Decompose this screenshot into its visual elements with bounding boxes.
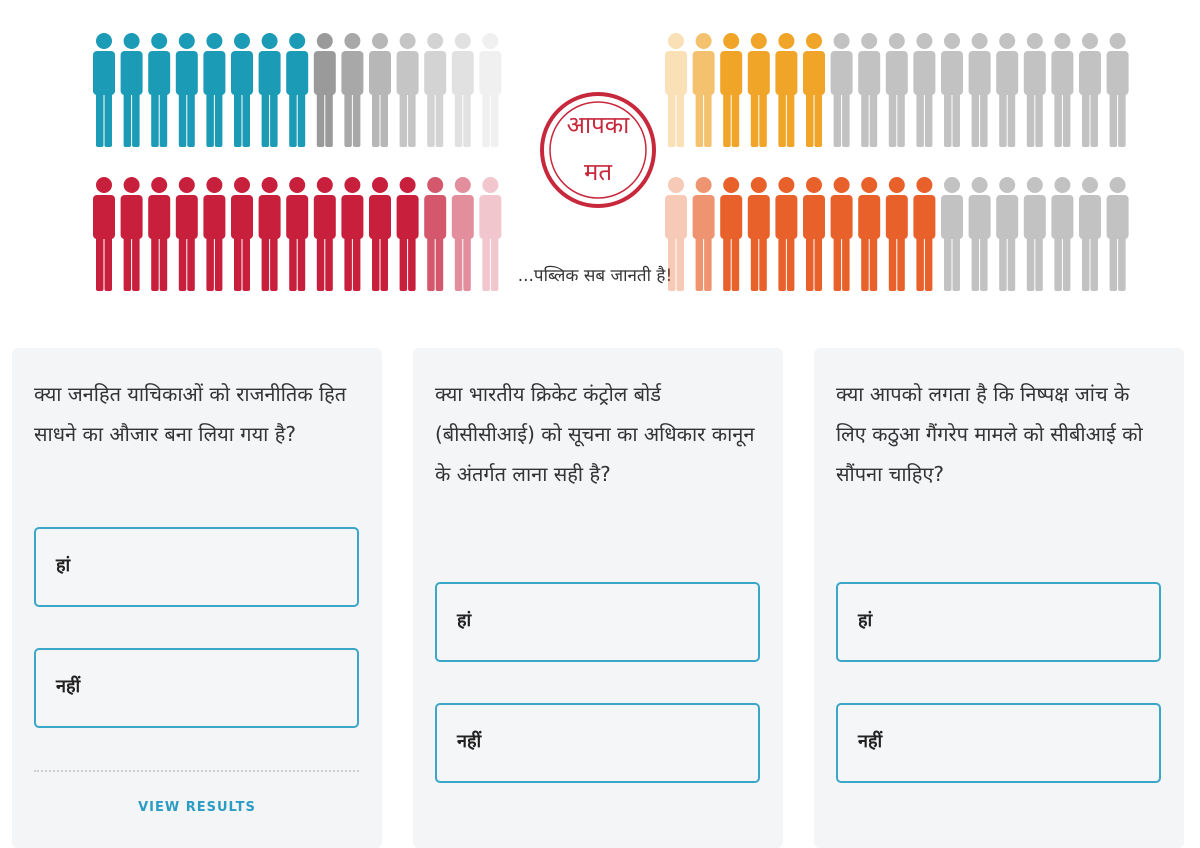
poll-option[interactable]: नहीं: [836, 703, 1161, 783]
person-icon: [913, 177, 936, 291]
poll-option[interactable]: नहीं: [435, 703, 760, 783]
person-icon: [203, 33, 226, 147]
person-icon: [692, 177, 715, 291]
poll-option[interactable]: नहीं: [34, 648, 359, 728]
person-icon: [830, 177, 853, 291]
poll-card: क्या आपको लगता है कि निष्पक्ष जांच के लि…: [814, 348, 1184, 848]
stamp-text: मत: [584, 158, 613, 186]
person-icon: [1079, 177, 1101, 291]
person-icon: [665, 177, 687, 291]
option-label: नहीं: [56, 676, 81, 697]
person-icon: [231, 33, 253, 147]
person-icon: [996, 177, 1019, 291]
poll-card: क्या जनहित याचिकाओं को राजनीतिक हित साधन…: [12, 348, 382, 848]
page: आपका मत ...पब्लिक सब जानती है! क्या जनहि…: [12, 33, 1184, 848]
option-label: हां: [56, 555, 71, 576]
person-icon: [479, 177, 502, 291]
person-icon: [803, 33, 825, 147]
person-icon: [968, 33, 991, 147]
person-icon: [941, 177, 963, 291]
option-label: हां: [457, 610, 472, 631]
person-icon: [175, 177, 198, 291]
person-icon: [1051, 177, 1074, 291]
option-label: हां: [858, 610, 873, 631]
person-icon: [286, 33, 309, 147]
person-icon: [803, 177, 825, 291]
person-icon: [341, 177, 364, 291]
poll-option[interactable]: हां: [435, 582, 760, 662]
person-icon: [775, 33, 798, 147]
option-label: नहीं: [457, 731, 482, 752]
person-icon: [479, 33, 502, 147]
poll-question: क्या आपको लगता है कि निष्पक्ष जांच के लि…: [836, 382, 1143, 486]
person-icon: [665, 33, 687, 147]
person-icon: [424, 33, 447, 147]
poll-question: क्या जनहित याचिकाओं को राजनीतिक हित साधन…: [34, 382, 347, 446]
person-icon: [968, 177, 991, 291]
person-icon: [203, 177, 226, 291]
person-icon: [996, 33, 1019, 147]
person-icon: [1106, 33, 1129, 147]
person-icon: [1023, 177, 1046, 291]
person-icon: [396, 177, 419, 291]
person-icon: [120, 33, 143, 147]
person-icon: [341, 33, 364, 147]
person-icon: [747, 33, 770, 147]
person-icon: [941, 33, 963, 147]
option-label: नहीं: [858, 731, 883, 752]
banner: आपका मत ...पब्लिक सब जानती है!: [93, 33, 1129, 291]
person-icon: [858, 177, 881, 291]
person-icon: [93, 33, 115, 147]
person-icon: [885, 177, 908, 291]
person-icon: [120, 177, 143, 291]
poll-question: क्या भारतीय क्रिकेट कंट्रोल बोर्ड (बीसीस…: [435, 382, 755, 486]
person-icon: [830, 33, 853, 147]
person-icon: [313, 177, 336, 291]
person-icon: [258, 33, 281, 147]
view-results[interactable]: VIEW RESULTS: [138, 800, 256, 815]
divider: [34, 770, 359, 772]
person-icon: [1079, 33, 1101, 147]
person-icon: [1106, 177, 1129, 291]
person-icon: [175, 33, 198, 147]
person-icon: [858, 33, 881, 147]
person-icon: [313, 33, 336, 147]
poll-option[interactable]: हां: [34, 527, 359, 607]
person-icon: [258, 177, 281, 291]
person-icon: [369, 33, 391, 147]
person-icon: [148, 177, 171, 291]
stamp-ring: [540, 92, 656, 208]
person-icon: [396, 33, 419, 147]
person-icon: [720, 177, 743, 291]
stamp-ring: [549, 101, 647, 199]
person-icon: [369, 177, 391, 291]
person-icon: [1023, 33, 1046, 147]
person-icon: [720, 33, 743, 147]
person-icon: [286, 177, 309, 291]
person-icon: [913, 33, 936, 147]
person-icon: [775, 177, 798, 291]
person-icon: [692, 33, 715, 147]
person-icon: [451, 33, 474, 147]
person-icon: [885, 33, 908, 147]
person-icon: [1051, 33, 1074, 147]
poll-option[interactable]: हां: [836, 582, 1161, 662]
stamp-text: आपका: [567, 111, 631, 139]
person-icon: [93, 177, 115, 291]
tagline: ...पब्लिक सब जानती है!: [518, 265, 673, 286]
person-icon: [148, 33, 171, 147]
poll-card: क्या भारतीय क्रिकेट कंट्रोल बोर्ड (बीसीस…: [413, 348, 783, 848]
person-icon: [747, 177, 770, 291]
stamp: आपका मत: [540, 92, 656, 208]
person-icon: [424, 177, 447, 291]
person-icon: [451, 177, 474, 291]
person-icon: [231, 177, 253, 291]
